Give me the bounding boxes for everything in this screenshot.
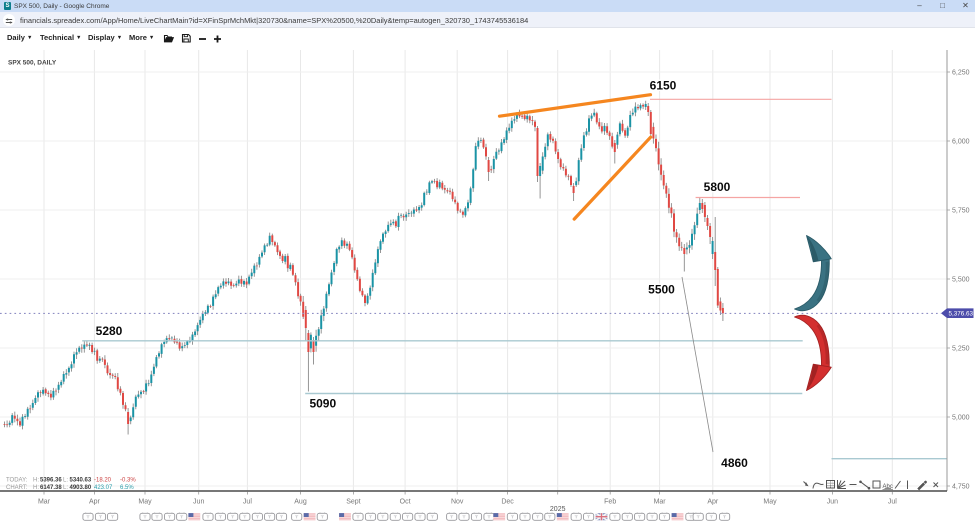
svg-text:5,000: 5,000 [952, 414, 970, 421]
svg-text:Feb: Feb [604, 499, 616, 506]
svg-text:Aug: Aug [294, 499, 307, 506]
svg-text:6,000: 6,000 [952, 138, 970, 145]
svg-text:Mar: Mar [38, 499, 51, 506]
svg-text:6,250: 6,250 [952, 69, 970, 76]
svg-text:5500: 5500 [648, 283, 675, 297]
svg-text:5,750: 5,750 [952, 207, 970, 214]
svg-text:2025: 2025 [550, 506, 566, 513]
svg-text:5090: 5090 [309, 397, 336, 411]
svg-text:Mar: Mar [654, 499, 667, 506]
svg-text:Dec: Dec [501, 499, 514, 506]
svg-text:6150: 6150 [650, 79, 677, 93]
svg-text:5,500: 5,500 [952, 276, 970, 283]
svg-text:4,750: 4,750 [952, 483, 970, 490]
svg-text:Apr: Apr [707, 499, 719, 506]
svg-text:Sept: Sept [346, 499, 360, 506]
svg-text:Oct: Oct [400, 499, 411, 506]
svg-text:5,376.63: 5,376.63 [949, 311, 974, 318]
svg-text:Jul: Jul [888, 499, 897, 506]
svg-text:Nov: Nov [451, 499, 464, 506]
svg-text:TODAY:H:5396.36L:5340.63-18.20: TODAY: H:5396.36L:5340.63 -18.20 -0.3% [6, 478, 136, 484]
svg-text:Abc: Abc [883, 484, 893, 490]
svg-text:May: May [138, 499, 152, 506]
svg-text:5280: 5280 [96, 324, 123, 338]
svg-text:Apr: Apr [89, 499, 101, 506]
svg-text:Jul: Jul [243, 499, 252, 506]
svg-text:4860: 4860 [721, 456, 748, 470]
svg-text:SPX 500, DAILY: SPX 500, DAILY [8, 60, 57, 67]
svg-text:Jun: Jun [827, 499, 838, 506]
svg-text:Jun: Jun [193, 499, 204, 506]
svg-text:5800: 5800 [704, 180, 731, 194]
svg-text:5,250: 5,250 [952, 345, 970, 352]
svg-text:May: May [763, 499, 777, 506]
